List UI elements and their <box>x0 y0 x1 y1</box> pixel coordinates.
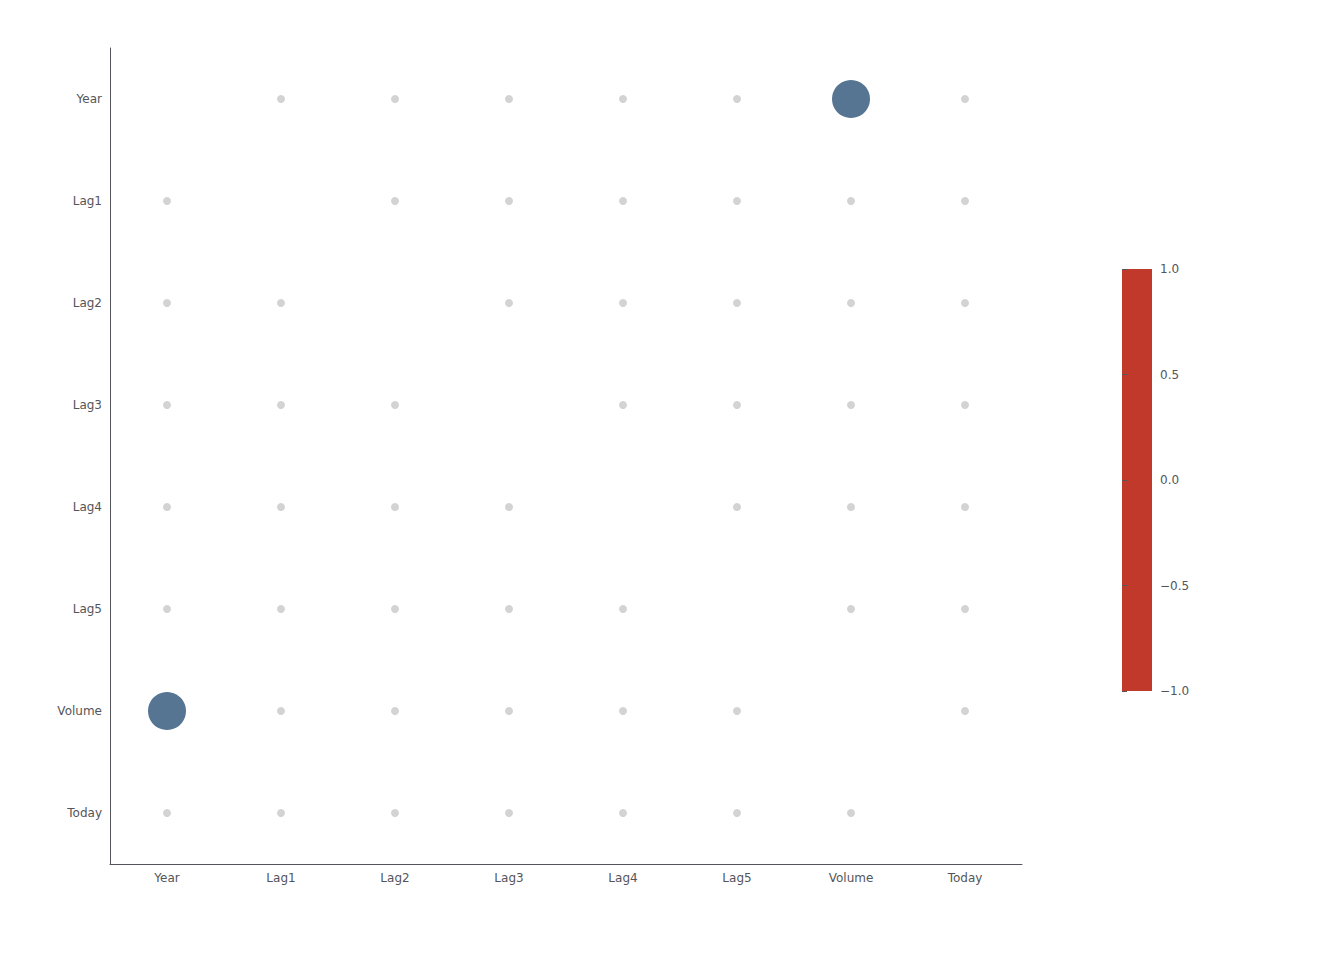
svg-text:Lag4: Lag4 <box>608 871 637 885</box>
svg-text:0.0: 0.0 <box>1160 473 1179 487</box>
svg-text:−0.5: −0.5 <box>1160 579 1189 593</box>
svg-text:0.5: 0.5 <box>1160 368 1179 382</box>
svg-text:Volume: Volume <box>829 871 874 885</box>
svg-text:Lag3: Lag3 <box>73 398 102 412</box>
svg-text:−1.0: −1.0 <box>1160 684 1189 698</box>
svg-text:Lag4: Lag4 <box>73 500 102 514</box>
svg-text:1.0: 1.0 <box>1160 262 1179 276</box>
svg-text:Lag1: Lag1 <box>266 871 295 885</box>
svg-text:Today: Today <box>66 806 102 820</box>
svg-text:Lag3: Lag3 <box>494 871 523 885</box>
svg-text:Year: Year <box>153 871 179 885</box>
svg-text:Lag5: Lag5 <box>722 871 751 885</box>
svg-text:Today: Today <box>947 871 983 885</box>
svg-text:Lag5: Lag5 <box>73 602 102 616</box>
svg-text:Volume: Volume <box>57 704 102 718</box>
svg-text:Lag2: Lag2 <box>380 871 409 885</box>
svg-text:Lag1: Lag1 <box>73 194 102 208</box>
svg-text:Year: Year <box>76 92 102 106</box>
svg-text:Lag2: Lag2 <box>73 296 102 310</box>
